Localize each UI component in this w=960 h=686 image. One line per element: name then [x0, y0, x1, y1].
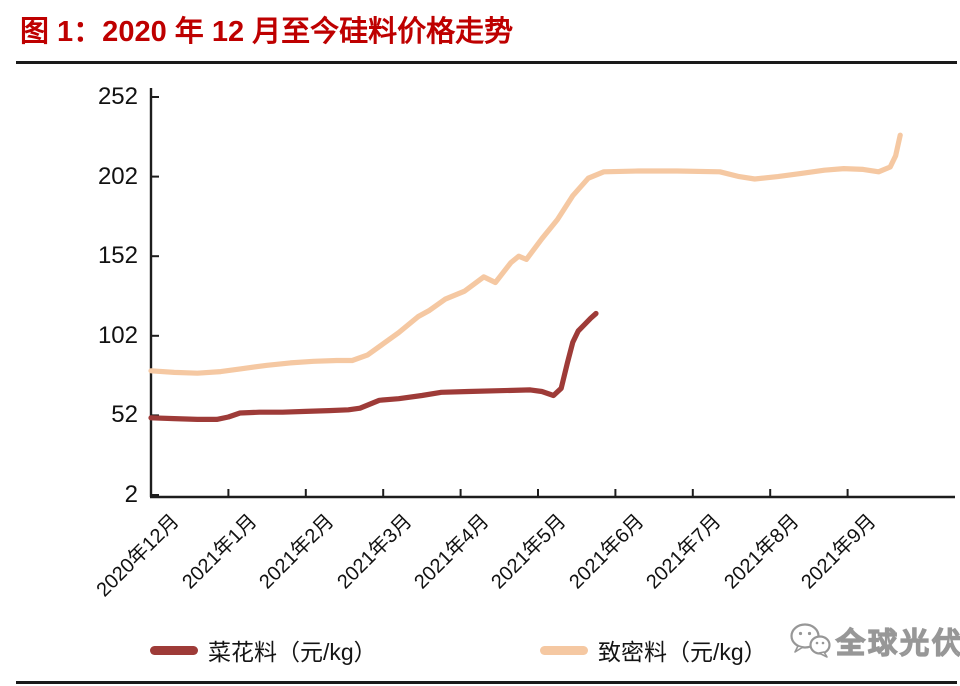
y-tick-label: 152: [97, 242, 138, 270]
y-tick-label: 202: [97, 162, 138, 190]
price-trend-chart: [148, 88, 955, 499]
legend-item: 菜花料（元/kg）: [150, 634, 377, 666]
top-divider: [16, 61, 957, 64]
watermark: 全球光伏: [788, 620, 960, 662]
legend-item: 致密料（元/kg）: [540, 634, 767, 666]
price-line-cauliflower: [148, 310, 599, 422]
watermark-text: 全球光伏: [835, 627, 960, 660]
y-tick-label: 252: [97, 83, 138, 110]
wechat-icon: [790, 623, 831, 658]
legend-label: 菜花料（元/kg）: [208, 639, 377, 665]
legend-label: 致密料（元/kg）: [598, 639, 767, 665]
legend-swatch: [150, 645, 198, 655]
bottom-divider: [16, 681, 957, 684]
y-tick-label: 2: [124, 481, 138, 508]
legend-swatch: [540, 645, 588, 655]
y-tick-label: 52: [111, 401, 138, 429]
figure-title: 图 1：2020 年 12 月至今硅料价格走势: [20, 16, 514, 48]
y-tick-label: 102: [97, 321, 138, 349]
price-line-dense: [148, 132, 903, 376]
